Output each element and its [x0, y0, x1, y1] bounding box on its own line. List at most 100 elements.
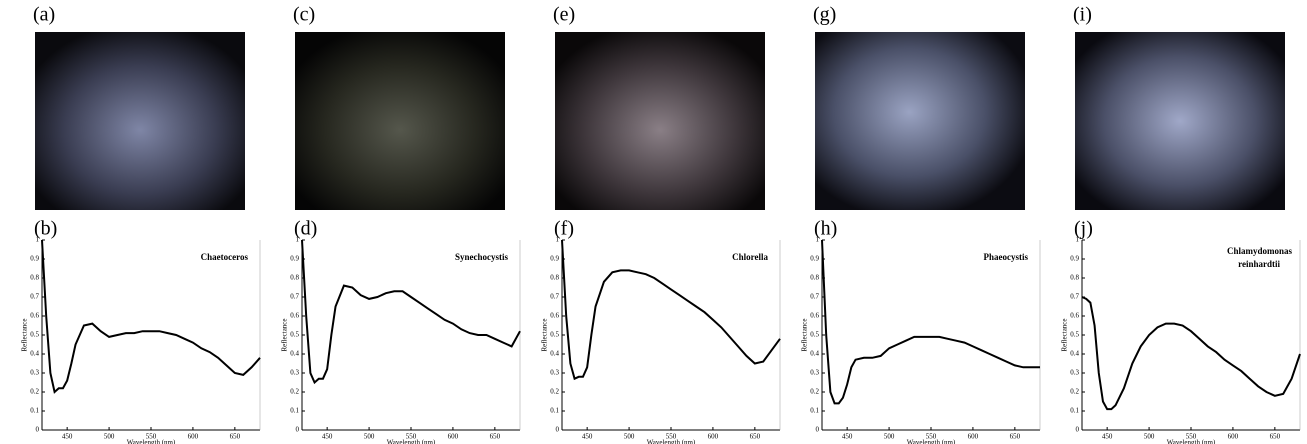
- x-axis-label: Wavelength (nm): [647, 439, 696, 444]
- y-tick-label: 0.5: [1070, 331, 1079, 339]
- x-tick-label: 650: [1010, 433, 1021, 441]
- panel-label: (e): [553, 4, 575, 26]
- x-tick-label: 450: [322, 433, 333, 441]
- y-tick-label: 0.9: [290, 255, 299, 263]
- y-tick-label: 1: [296, 236, 300, 244]
- spectrum-line: [41, 239, 261, 394]
- panel-label: (h): [814, 218, 837, 240]
- panel-label: (d): [294, 218, 317, 240]
- chart-title: Phaeocystis: [984, 252, 1029, 262]
- x-tick-label: 600: [1228, 433, 1239, 441]
- x-tick-label: 450: [582, 433, 593, 441]
- y-tick-label: 0.4: [1070, 350, 1079, 358]
- micrograph: [815, 32, 1025, 210]
- x-tick-label: 600: [968, 433, 979, 441]
- y-tick-label: 1: [556, 236, 560, 244]
- y-tick-label: 0.9: [810, 255, 819, 263]
- y-tick-label: 1: [36, 236, 40, 244]
- spectrum-line: [301, 239, 521, 385]
- y-tick-label: 0.2: [30, 388, 39, 396]
- chart-title: Chaetoceros: [201, 252, 249, 262]
- y-tick-label: 0.7: [30, 293, 39, 301]
- x-tick-label: 450: [1102, 433, 1113, 441]
- x-tick-label: 500: [104, 433, 115, 441]
- micrograph: [555, 32, 765, 210]
- spectrum-line: [821, 239, 1040, 405]
- y-axis-label: Reflectance: [801, 318, 809, 351]
- x-tick-label: 550: [666, 433, 677, 441]
- panel-label: (f): [554, 218, 574, 240]
- y-tick-label: 0.1: [290, 407, 299, 415]
- y-tick-label: 0.5: [290, 331, 299, 339]
- x-tick-label: 650: [1270, 433, 1281, 441]
- chart-title: Synechocystis: [455, 252, 509, 262]
- y-tick-label: 0.3: [810, 369, 819, 377]
- y-tick-label: 0.1: [810, 407, 819, 415]
- chart-title: reinhardtii: [1238, 259, 1280, 269]
- y-tick-label: 0.7: [1070, 293, 1079, 301]
- y-tick-label: 0.3: [30, 369, 39, 377]
- x-tick-label: 500: [364, 433, 375, 441]
- y-axis-label: Reflectance: [1061, 318, 1069, 351]
- chart-title: Chlamydomonas: [1227, 246, 1293, 256]
- y-tick-label: 0.5: [810, 331, 819, 339]
- y-tick-label: 0: [36, 426, 40, 434]
- y-tick-label: 0.4: [810, 350, 819, 358]
- x-tick-label: 450: [62, 433, 73, 441]
- x-axis-label: Wavelength (nm): [387, 439, 436, 444]
- y-tick-label: 0: [816, 426, 820, 434]
- y-tick-label: 0.3: [290, 369, 299, 377]
- y-tick-label: 0.9: [1070, 255, 1079, 263]
- y-tick-label: 0: [296, 426, 300, 434]
- y-tick-label: 1: [816, 236, 820, 244]
- y-tick-label: 0.5: [550, 331, 559, 339]
- y-tick-label: 0.6: [30, 312, 39, 320]
- panel-label: (i): [1073, 4, 1092, 26]
- x-tick-label: 600: [448, 433, 459, 441]
- x-tick-label: 550: [1186, 433, 1197, 441]
- x-axis-label: Wavelength (nm): [907, 439, 956, 444]
- y-tick-label: 0.6: [550, 312, 559, 320]
- y-tick-label: 0.2: [290, 388, 299, 396]
- y-tick-label: 0.1: [1070, 407, 1079, 415]
- x-tick-label: 650: [490, 433, 501, 441]
- y-tick-label: 0.7: [550, 293, 559, 301]
- panel-label: (b): [34, 218, 57, 240]
- y-tick-label: 0.4: [290, 350, 299, 358]
- y-tick-label: 0: [556, 426, 560, 434]
- y-tick-label: 1: [1076, 236, 1080, 244]
- x-axis-label: Wavelength (nm): [127, 439, 176, 444]
- y-tick-label: 0.4: [550, 350, 559, 358]
- panel-label: (g): [813, 4, 836, 26]
- x-tick-label: 500: [884, 433, 895, 441]
- y-axis-label: Reflectance: [541, 318, 549, 351]
- y-tick-label: 0.6: [1070, 312, 1079, 320]
- x-tick-label: 600: [188, 433, 199, 441]
- y-axis-label: Reflectance: [281, 318, 289, 351]
- y-tick-label: 0.8: [810, 274, 819, 282]
- y-tick-label: 0.7: [810, 293, 819, 301]
- x-tick-label: 450: [842, 433, 853, 441]
- micrograph: [1075, 32, 1285, 210]
- x-tick-label: 500: [1144, 433, 1155, 441]
- y-tick-label: 0.3: [550, 369, 559, 377]
- x-tick-label: 550: [926, 433, 937, 441]
- y-tick-label: 0.6: [810, 312, 819, 320]
- x-tick-label: 600: [708, 433, 719, 441]
- y-tick-label: 0.5: [30, 331, 39, 339]
- y-tick-label: 0.8: [30, 274, 39, 282]
- x-tick-label: 500: [624, 433, 635, 441]
- x-tick-label: 550: [406, 433, 417, 441]
- chart-title: Chlorella: [732, 252, 768, 262]
- y-tick-label: 0.2: [550, 388, 559, 396]
- panel-label: (c): [293, 4, 315, 26]
- spectrum-line: [561, 239, 781, 381]
- y-tick-label: 0.9: [30, 255, 39, 263]
- y-tick-label: 0.6: [290, 312, 299, 320]
- y-tick-label: 0.3: [1070, 369, 1079, 377]
- y-tick-label: 0: [1076, 426, 1080, 434]
- y-axis-label: Reflectance: [21, 318, 29, 351]
- y-tick-label: 0.9: [550, 255, 559, 263]
- x-tick-label: 550: [146, 433, 157, 441]
